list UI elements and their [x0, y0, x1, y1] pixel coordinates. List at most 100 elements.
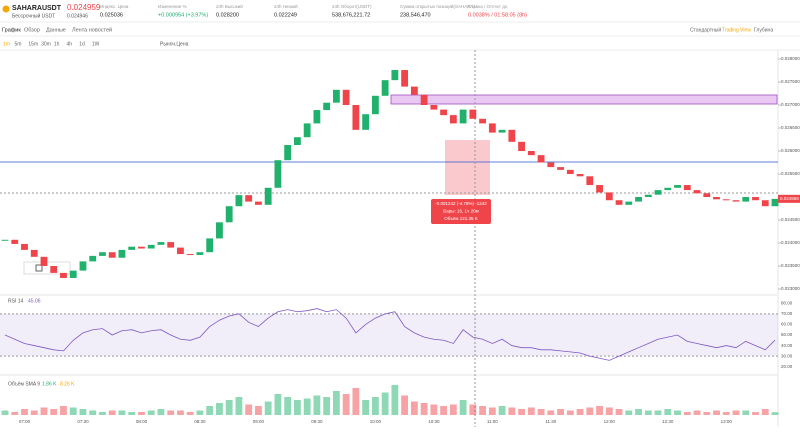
volume-bar [128, 412, 136, 415]
interval[interactable]: 30m [41, 41, 51, 47]
tab[interactable]: Данные [46, 27, 66, 33]
x-tick-label: 10:30 [428, 419, 440, 424]
candle [89, 255, 97, 262]
volume-bar [459, 400, 467, 415]
tab[interactable]: График [2, 27, 21, 33]
volume-bar [225, 400, 233, 415]
x-tick-label: 13:00 [721, 419, 733, 424]
current-price-tag [778, 194, 800, 203]
volume-bar [469, 404, 477, 415]
candle [722, 199, 730, 201]
candle [410, 86, 418, 95]
volume-bar [683, 412, 691, 415]
candle [586, 176, 594, 186]
candle [401, 70, 409, 87]
candle [683, 185, 691, 191]
candle [761, 200, 769, 207]
candle [60, 272, 67, 278]
candle [108, 252, 116, 258]
volume-bar [761, 409, 769, 415]
volume-bar [79, 409, 87, 415]
symbol[interactable]: SAHARAUSDT [12, 5, 62, 12]
volume-bar [313, 395, 321, 415]
candle [674, 185, 681, 188]
y-tick-label: 0.023000 [781, 286, 800, 291]
rsi-tick-label: 20.00 [781, 364, 793, 369]
candle [293, 137, 301, 146]
volume-bar [752, 412, 759, 415]
volume-bar [196, 410, 204, 415]
volume-bar [362, 400, 370, 415]
volume-bar [264, 401, 272, 415]
candle [332, 89, 340, 103]
y-tick-label: 0.026500 [781, 125, 800, 130]
rsi-tick-label: 40.00 [781, 343, 793, 348]
candle [225, 206, 233, 223]
candle [362, 114, 370, 130]
volume-bar [118, 410, 126, 415]
price-type[interactable]: Рыноч.Цена [160, 41, 189, 47]
volume-bar [644, 410, 652, 415]
view-option[interactable]: Trading View [722, 27, 751, 33]
volume-bar [401, 395, 409, 415]
candle [235, 195, 243, 207]
x-tick-label: 07:00 [19, 419, 31, 424]
volume-bar [245, 404, 253, 415]
interval[interactable]: 1m [3, 41, 10, 47]
candle [732, 200, 740, 202]
volume-bar [742, 410, 750, 415]
volume-bar [635, 409, 642, 415]
candle [635, 197, 642, 202]
volume-bar [60, 406, 67, 415]
volume-bar [216, 403, 223, 415]
stat-value: 0.028200 [216, 12, 239, 18]
stat-label: Индекс. Цена [100, 4, 129, 9]
interval[interactable]: 1h [54, 41, 60, 47]
volume-bar [108, 410, 116, 415]
candle [167, 242, 175, 248]
tooltip-box [431, 199, 491, 224]
stat-label: 24h Оборот(USDT) [332, 4, 372, 9]
interval[interactable]: 1W [92, 41, 100, 47]
candle [518, 141, 525, 151]
x-tick-label: 08:30 [194, 419, 206, 424]
stat-value: 0.022249 [274, 12, 297, 18]
candle [440, 109, 448, 116]
volume-bar [1, 410, 9, 415]
x-tick-label: 11:30 [545, 419, 556, 424]
volume-bar [332, 391, 340, 415]
stat-value: 538,676,221.72 [332, 12, 370, 18]
candle [488, 123, 496, 133]
tab[interactable]: Обзор [24, 27, 40, 33]
volume-label: 8.26 K [60, 381, 75, 387]
candle [420, 94, 428, 105]
candle [245, 195, 253, 202]
candle [196, 252, 204, 255]
candle [576, 174, 584, 177]
candle [284, 145, 292, 161]
interval[interactable]: 15m [28, 41, 38, 47]
volume-bar [410, 401, 418, 415]
interval[interactable]: 1d [79, 41, 85, 47]
volume-bar [167, 410, 175, 415]
volume-bar [732, 410, 740, 415]
volume-bar [99, 412, 106, 415]
view-option[interactable]: Стандартный [690, 26, 721, 33]
stat-label: 24h Высокий [216, 3, 243, 9]
volume-bar [206, 406, 214, 415]
interval[interactable]: 4h [67, 41, 73, 47]
tab[interactable]: Лента новостей [72, 26, 112, 33]
current-price: 0.024959 [780, 196, 799, 201]
volume-bar [69, 407, 77, 415]
candle [615, 200, 623, 205]
candle [742, 197, 750, 202]
tool-icon[interactable] [35, 264, 43, 272]
view-option[interactable]: Глубина [754, 27, 773, 33]
zone-box[interactable] [390, 94, 778, 105]
volume-bar [713, 410, 720, 415]
volume-bar [508, 407, 516, 415]
measure-area[interactable] [445, 140, 490, 195]
volume-bar [488, 407, 496, 415]
interval[interactable]: 5m [15, 41, 22, 47]
